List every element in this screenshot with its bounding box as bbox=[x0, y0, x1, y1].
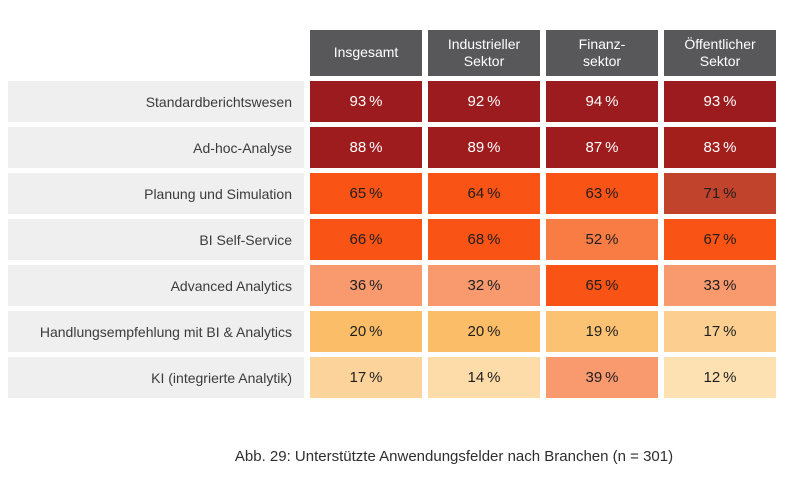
value-cell: 83 % bbox=[664, 127, 776, 168]
value-cell: 17 % bbox=[310, 357, 422, 398]
corner-spacer bbox=[8, 30, 304, 76]
value-cell: 19 % bbox=[546, 311, 658, 352]
value-cell: 93 % bbox=[310, 81, 422, 122]
value-cell: 65 % bbox=[546, 265, 658, 306]
value-cell: 92 % bbox=[428, 81, 540, 122]
value-cell: 14 % bbox=[428, 357, 540, 398]
value-cell: 20 % bbox=[428, 311, 540, 352]
column-header-4: Öffentlicher Sektor bbox=[664, 30, 776, 76]
value-cell: 36 % bbox=[310, 265, 422, 306]
row-label-7: KI (integrierte Analytik) bbox=[8, 357, 304, 398]
figure-caption: Abb. 29: Unterstützte Anwendungsfelder n… bbox=[234, 448, 674, 465]
value-cell: 66 % bbox=[310, 219, 422, 260]
column-header-1: Insgesamt bbox=[310, 30, 422, 76]
value-cell: 88 % bbox=[310, 127, 422, 168]
value-cell: 39 % bbox=[546, 357, 658, 398]
value-cell: 32 % bbox=[428, 265, 540, 306]
row-label-5: Advanced Analytics bbox=[8, 265, 304, 306]
value-cell: 68 % bbox=[428, 219, 540, 260]
value-cell: 87 % bbox=[546, 127, 658, 168]
row-label-2: Ad-hoc-Analyse bbox=[8, 127, 304, 168]
row-label-3: Planung und Simulation bbox=[8, 173, 304, 214]
column-header-3: Finanz- sektor bbox=[546, 30, 658, 76]
row-label-4: BI Self-Service bbox=[8, 219, 304, 260]
value-cell: 17 % bbox=[664, 311, 776, 352]
value-cell: 20 % bbox=[310, 311, 422, 352]
value-cell: 52 % bbox=[546, 219, 658, 260]
value-cell: 89 % bbox=[428, 127, 540, 168]
value-cell: 63 % bbox=[546, 173, 658, 214]
value-cell: 71 % bbox=[664, 173, 776, 214]
column-header-2: Industrieller Sektor bbox=[428, 30, 540, 76]
value-cell: 12 % bbox=[664, 357, 776, 398]
row-label-1: Standardberichtswesen bbox=[8, 81, 304, 122]
value-cell: 67 % bbox=[664, 219, 776, 260]
value-cell: 93 % bbox=[664, 81, 776, 122]
value-cell: 64 % bbox=[428, 173, 540, 214]
value-cell: 65 % bbox=[310, 173, 422, 214]
value-cell: 33 % bbox=[664, 265, 776, 306]
row-label-6: Handlungsempfehlung mit BI & Analytics bbox=[8, 311, 304, 352]
heatmap-table: Insgesamt Industrieller Sektor Finanz- sek… bbox=[8, 30, 776, 398]
value-cell: 94 % bbox=[546, 81, 658, 122]
